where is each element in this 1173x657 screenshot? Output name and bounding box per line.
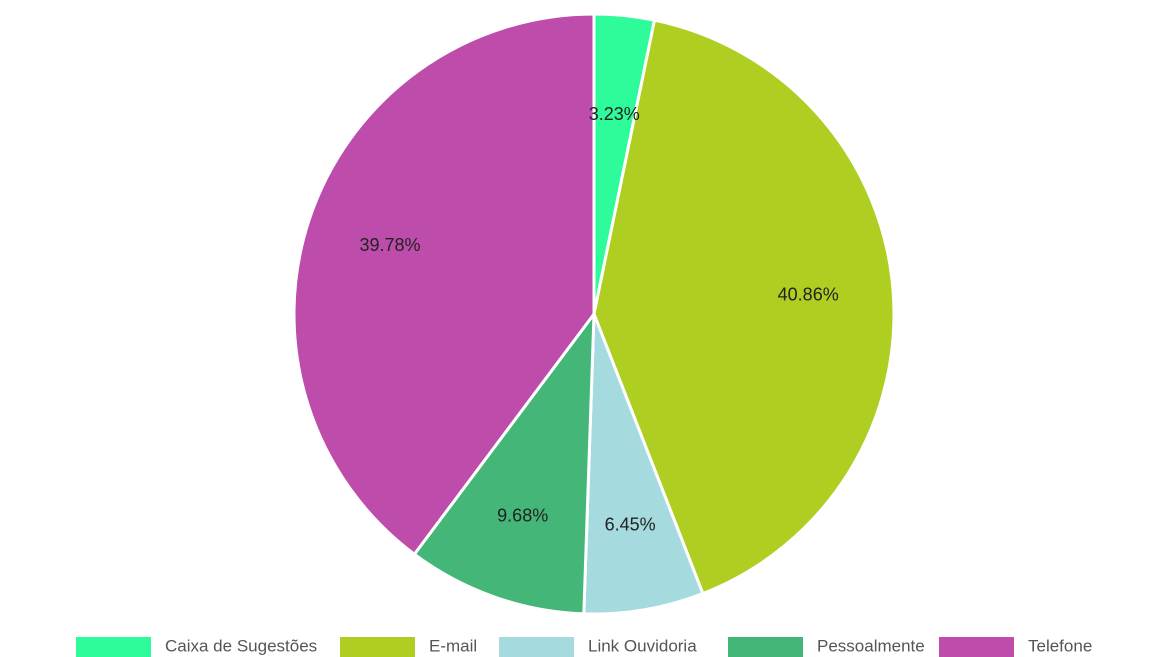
pie-slice-telefone[interactable] <box>292 12 596 556</box>
legend-item-e-mail[interactable]: E-mail <box>340 636 477 657</box>
slice-label-link-ouvidoria: 6.45% <box>605 515 656 535</box>
legend-item-pessoalmente[interactable]: Pessoalmente <box>728 636 925 657</box>
legend-swatch-link-ouvidoria <box>499 637 574 657</box>
legend-item-telefone[interactable]: Telefone <box>939 636 1092 657</box>
pie-slice-link-ouvidoria[interactable] <box>582 312 705 616</box>
legend-swatch-caixa-de-sugestoes <box>76 637 151 657</box>
legend-swatch-telefone <box>939 637 1014 657</box>
slice-label-telefone: 39.78% <box>359 235 420 255</box>
legend-swatch-pessoalmente <box>728 637 803 657</box>
pie-slice-pessoalmente[interactable] <box>412 312 596 616</box>
legend-item-caixa-de-sugestoes[interactable]: Caixa de Sugestões <box>76 636 317 657</box>
legend-label-telefone: Telefone <box>1028 636 1092 655</box>
slice-label-pessoalmente: 9.68% <box>497 506 548 526</box>
legend-label-link-ouvidoria: Link Ouvidoria <box>588 636 697 655</box>
legend-label-caixa-de-sugestoes: Caixa de Sugestões <box>165 636 317 655</box>
slice-label-caixa-de-sugestoes: 3.23% <box>589 104 640 124</box>
pie-slice-labels: 3.23% 40.86% 6.45% 9.68% 39.78% <box>359 104 838 535</box>
legend-swatch-e-mail <box>340 637 415 657</box>
legend: Caixa de Sugestões E-mail Link Ouvidoria Pe… <box>76 636 1092 657</box>
pie-slices <box>292 12 896 616</box>
legend-label-pessoalmente: Pessoalmente <box>817 636 925 655</box>
pie-slice-e-mail[interactable] <box>592 18 896 596</box>
legend-item-link-ouvidoria[interactable]: Link Ouvidoria <box>499 636 697 657</box>
slice-label-e-mail: 40.86% <box>778 285 839 305</box>
legend-label-e-mail: E-mail <box>429 636 477 655</box>
